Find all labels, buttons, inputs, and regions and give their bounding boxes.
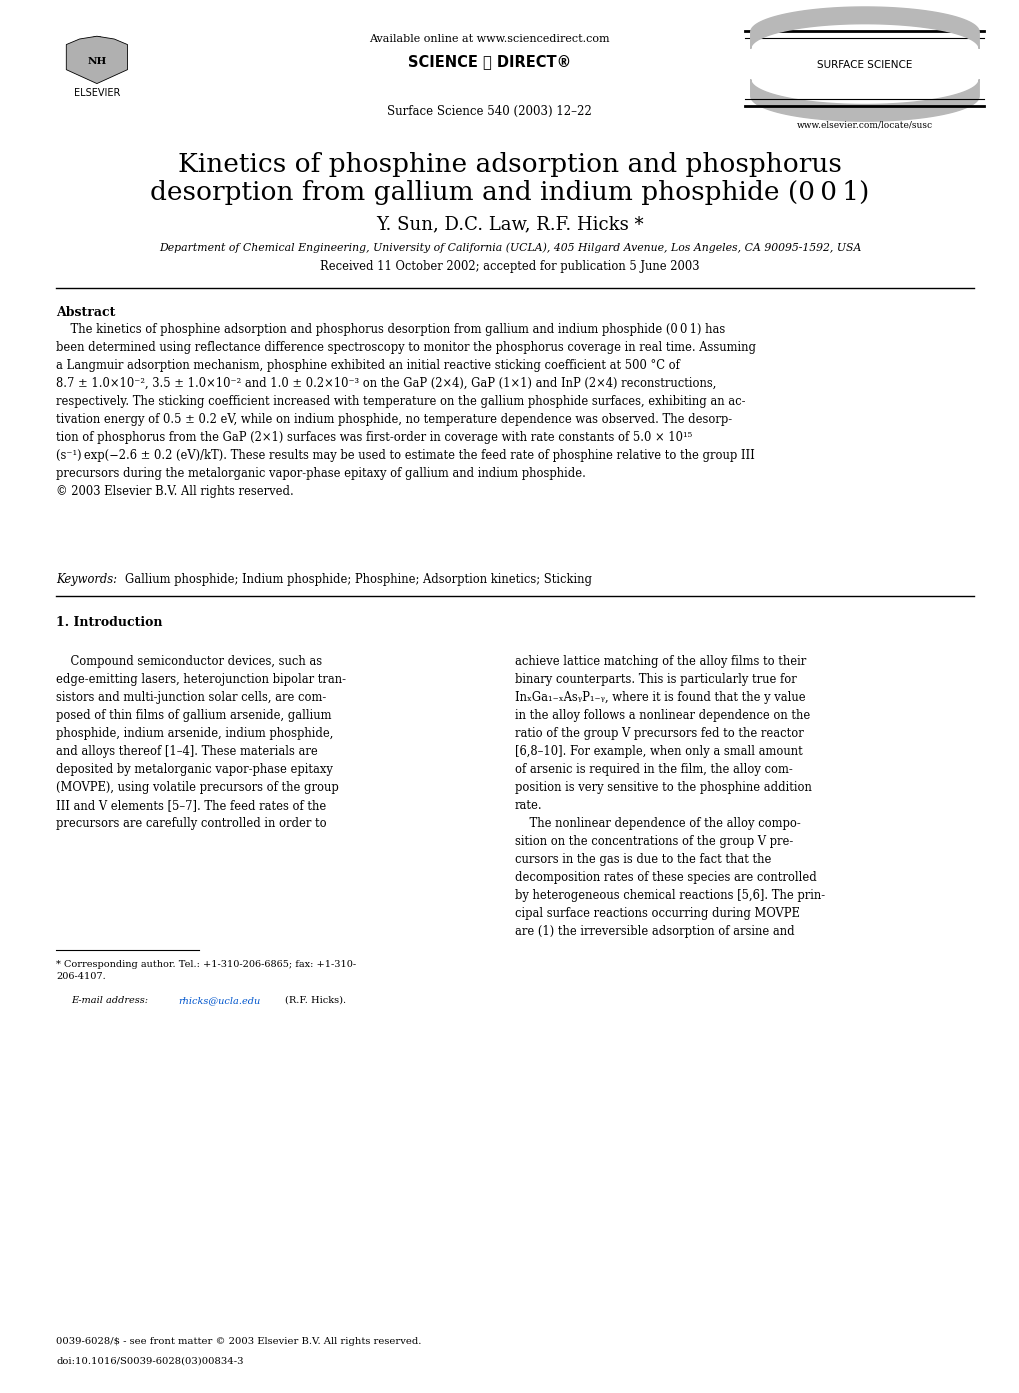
Text: NH: NH — [87, 42, 107, 56]
Text: desorption from gallium and indium phosphide (0 0 1): desorption from gallium and indium phosp… — [150, 180, 869, 205]
Polygon shape — [750, 79, 978, 121]
Text: rhicks@ucla.edu: rhicks@ucla.edu — [178, 996, 261, 1004]
Text: Abstract: Abstract — [56, 306, 115, 319]
Text: Received 11 October 2002; accepted for publication 5 June 2003: Received 11 October 2002; accepted for p… — [320, 259, 699, 273]
Text: Surface Science 540 (2003) 12–22: Surface Science 540 (2003) 12–22 — [387, 104, 591, 118]
Text: ELSEVIER: ELSEVIER — [73, 88, 120, 99]
Text: SCIENCE ⓐ DIRECT®: SCIENCE ⓐ DIRECT® — [408, 54, 571, 68]
Text: * Corresponding author. Tel.: +1-310-206-6865; fax: +1-310-
206-4107.: * Corresponding author. Tel.: +1-310-206… — [56, 960, 356, 981]
Text: E-mail address:: E-mail address: — [71, 996, 148, 1004]
Text: Gallium phosphide; Indium phosphide; Phosphine; Adsorption kinetics; Sticking: Gallium phosphide; Indium phosphide; Pho… — [125, 573, 592, 585]
Text: Compound semiconductor devices, such as
edge-emitting lasers, heterojunction bip: Compound semiconductor devices, such as … — [56, 655, 345, 830]
Text: Y. Sun, D.C. Law, R.F. Hicks *: Y. Sun, D.C. Law, R.F. Hicks * — [376, 216, 643, 233]
Text: (R.F. Hicks).: (R.F. Hicks). — [284, 996, 345, 1004]
Text: 1. Introduction: 1. Introduction — [56, 616, 162, 628]
Text: Kinetics of phosphine adsorption and phosphorus: Kinetics of phosphine adsorption and pho… — [178, 152, 841, 177]
Text: NH: NH — [88, 57, 106, 65]
Text: Keywords:: Keywords: — [56, 573, 117, 585]
Text: The kinetics of phosphine adsorption and phosphorus desorption from gallium and : The kinetics of phosphine adsorption and… — [56, 323, 755, 499]
Text: www.elsevier.com/locate/susc: www.elsevier.com/locate/susc — [796, 121, 932, 130]
Text: —: — — [93, 32, 101, 40]
Text: 0039-6028/$ - see front matter © 2003 Elsevier B.V. All rights reserved.: 0039-6028/$ - see front matter © 2003 El… — [56, 1337, 421, 1346]
Text: Available online at www.sciencedirect.com: Available online at www.sciencedirect.co… — [369, 33, 609, 45]
Polygon shape — [66, 36, 127, 84]
Polygon shape — [750, 7, 978, 49]
Text: SURFACE SCIENCE: SURFACE SCIENCE — [816, 60, 912, 71]
Text: doi:10.1016/S0039-6028(03)00834-3: doi:10.1016/S0039-6028(03)00834-3 — [56, 1357, 244, 1365]
Text: achieve lattice matching of the alloy films to their
binary counterparts. This i: achieve lattice matching of the alloy fi… — [515, 655, 824, 937]
Text: Department of Chemical Engineering, University of California (UCLA), 405 Hilgard: Department of Chemical Engineering, Univ… — [159, 242, 860, 254]
